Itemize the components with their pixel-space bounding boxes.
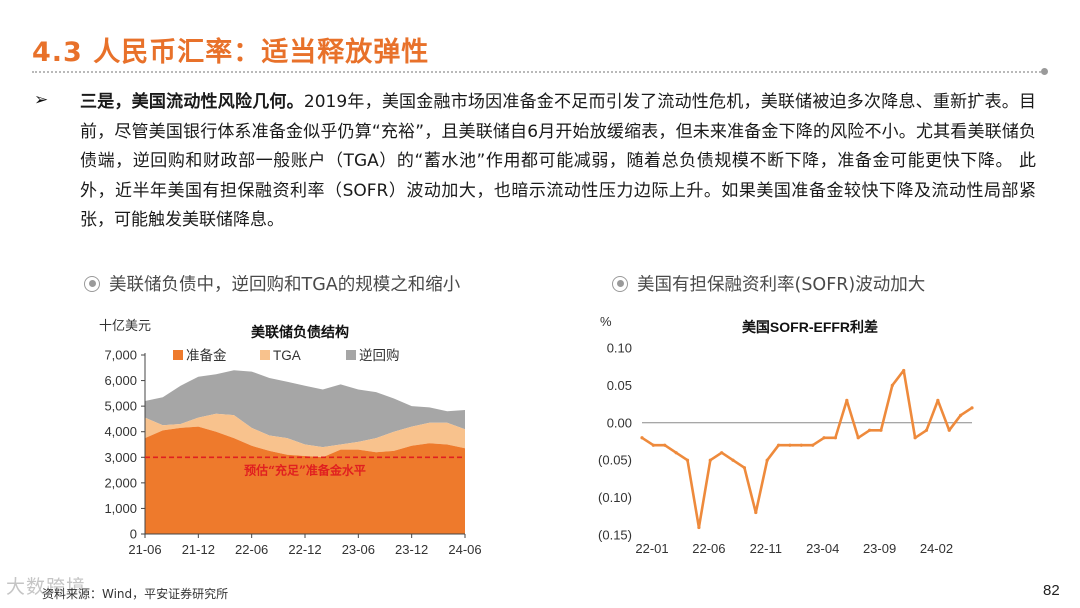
x-tick-label: 23-04: [806, 541, 839, 556]
x-tick-label: 24-02: [920, 541, 953, 556]
watermark: 大数跨境: [6, 576, 87, 598]
x-tick-label: 21-06: [128, 542, 161, 557]
y-tick-label: 0.05: [607, 378, 632, 393]
x-tick-label: 22-01: [635, 541, 668, 556]
data-point: [913, 436, 917, 440]
x-tick-label: 22-12: [288, 542, 321, 557]
chart-title: 美国SOFR-EFFR利差: [742, 319, 878, 335]
x-tick-label: 23-12: [395, 542, 428, 557]
data-point: [845, 398, 849, 402]
y-axis-unit: 十亿美元: [99, 318, 151, 333]
area-series-1: [145, 413, 465, 458]
bullet-lead: 三是，美国流动性风险几何。: [80, 92, 304, 112]
chart-title: 美联储负债结构: [251, 324, 349, 340]
area-series-2: [145, 370, 465, 448]
arrow-bullet-icon: ➢: [34, 90, 49, 110]
y-tick-label: 1,000: [104, 501, 137, 516]
y-tick-label: 4,000: [104, 424, 137, 439]
data-point: [720, 451, 724, 455]
y-tick-label: 2,000: [104, 475, 137, 490]
title-divider: [32, 71, 1044, 73]
sofr-effr-line: [641, 369, 973, 529]
data-point: [765, 458, 769, 462]
y-axis-unit: %: [600, 314, 612, 329]
legend-label-1: TGA: [273, 348, 301, 363]
x-tick-label: 21-12: [182, 542, 215, 557]
data-point: [674, 451, 678, 455]
data-point: [959, 413, 963, 417]
data-point: [856, 436, 860, 440]
left-chart-heading-text: 美联储负债中，逆回购和TGA的规模之和缩小: [109, 275, 461, 295]
x-tick-label: 24-06: [448, 542, 481, 557]
y-tick-label: (0.05): [598, 453, 632, 468]
data-point: [890, 383, 894, 387]
page-title: 4.3 人民币汇率：适当释放弹性: [32, 37, 430, 68]
y-tick-label: 3,000: [104, 450, 137, 465]
source-note: 资料来源：Wind，平安证券研究所: [42, 587, 229, 601]
data-point: [788, 443, 792, 447]
data-point: [640, 436, 644, 440]
data-point: [663, 443, 667, 447]
legend-label-2: 逆回购: [359, 348, 400, 363]
data-point: [879, 428, 883, 432]
data-point: [822, 436, 826, 440]
circle-bullet-icon: [612, 275, 628, 292]
data-point: [799, 443, 803, 447]
y-tick-label: 5,000: [104, 399, 137, 414]
data-point: [902, 368, 906, 373]
reference-line-label: 预估“充足”准备金水平: [244, 462, 366, 477]
right-chart-heading-text: 美国有担保融资利率(SOFR)波动加大: [637, 275, 926, 295]
legend-swatch-0: [173, 350, 183, 360]
data-point: [708, 458, 712, 462]
data-point: [754, 510, 758, 515]
sofr-effr-spread-chart: % 美国SOFR-EFFR利差 0.10 0.05 0.00 (0.05) (0.10) (0…: [598, 314, 974, 556]
data-point: [970, 406, 974, 410]
data-point: [811, 443, 815, 447]
y-tick-label: 6,000: [104, 373, 137, 388]
circle-bullet-icon: [84, 275, 100, 292]
y-tick-label: 0: [130, 527, 137, 542]
x-tick-label: 23-06: [342, 542, 375, 557]
data-point: [651, 443, 655, 447]
x-tick-label: 23-09: [863, 541, 896, 556]
page-number: 82: [1043, 582, 1060, 599]
legend-swatch-1: [260, 350, 270, 360]
legend-label-0: 准备金: [186, 347, 227, 363]
data-point: [776, 443, 781, 447]
x-tick-label: 22-11: [750, 541, 782, 556]
data-point: [731, 458, 735, 462]
data-point: [685, 458, 690, 462]
y-tick-label: 7,000: [104, 348, 137, 363]
bullet-text: 三是，美国流动性风险几何。2019年，美国金融市场因准备金不足而引发了流动性危机…: [80, 88, 1036, 236]
data-point: [947, 428, 951, 432]
y-tick-label: (0.15): [598, 528, 632, 543]
bullet-body: 2019年，美国金融市场因准备金不足而引发了流动性危机，美联储被迫多次降息、重新…: [80, 92, 1037, 230]
data-point: [742, 466, 747, 470]
data-point: [936, 398, 940, 402]
left-chart-heading: 美联储负债中，逆回购和TGA的规模之和缩小: [84, 271, 460, 296]
x-tick-label: 22-06: [692, 541, 725, 556]
y-tick-label: 0.10: [607, 341, 632, 356]
y-tick-label: (0.10): [598, 490, 632, 505]
area-series-0: [145, 426, 465, 534]
x-tick-label: 22-06: [235, 542, 268, 557]
legend-swatch-2: [346, 350, 356, 360]
data-point: [833, 436, 838, 440]
data-point: [697, 525, 701, 530]
title-divider-dot: [1041, 68, 1048, 75]
y-tick-label: 0.00: [607, 415, 632, 430]
data-point: [924, 428, 929, 432]
right-chart-heading: 美国有担保融资利率(SOFR)波动加大: [612, 271, 925, 296]
data-point: [867, 428, 872, 432]
